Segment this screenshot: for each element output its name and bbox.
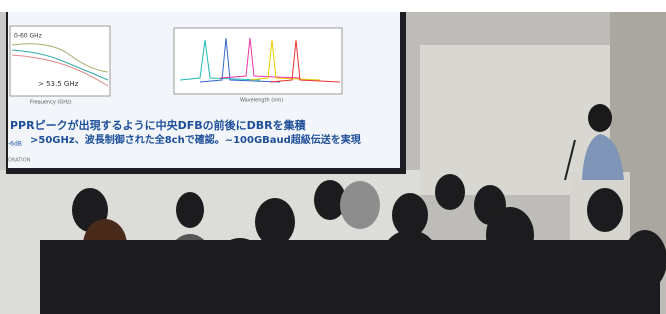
headline: PPRピークが出現するように中央DFBの前後にDBRを集積 [10,118,307,132]
photo-svg: 0-60 GHz > 53.5 GHz Frequency (GHz) Wave… [0,0,666,314]
right-plot [174,28,342,94]
text: Frequency (GHz) [30,100,72,106]
text: > 53.5 GHz [38,80,79,88]
text: Wavelength (nm) [240,98,283,104]
text: 0-60 GHz [14,33,42,40]
photo: 0-60 GHz > 53.5 GHz Frequency (GHz) Wave… [0,0,666,314]
subline: >50GHz、波長制御された全8chで確認。~100GBaud超級伝送を実現 [30,133,361,146]
border [0,0,666,12]
text: ORATION [8,158,31,164]
speaker-head [588,104,612,132]
text: -6dB [8,141,22,148]
